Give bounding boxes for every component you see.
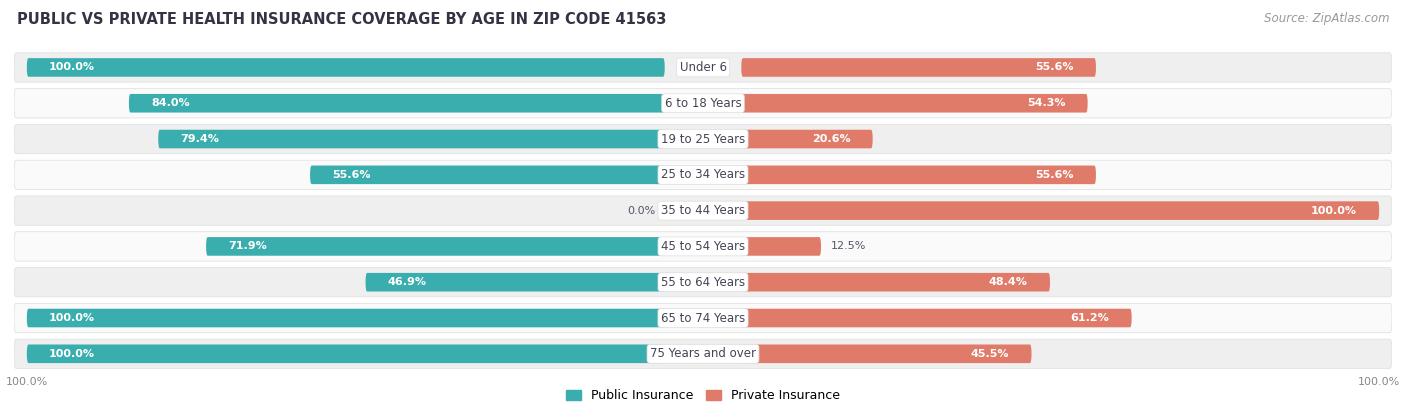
- FancyBboxPatch shape: [14, 53, 1392, 82]
- Text: 65 to 74 Years: 65 to 74 Years: [661, 311, 745, 325]
- FancyBboxPatch shape: [14, 196, 1392, 225]
- FancyBboxPatch shape: [207, 237, 665, 256]
- FancyBboxPatch shape: [741, 237, 821, 256]
- Text: 84.0%: 84.0%: [152, 98, 190, 108]
- FancyBboxPatch shape: [741, 130, 873, 148]
- Text: 54.3%: 54.3%: [1026, 98, 1066, 108]
- Text: 45.5%: 45.5%: [970, 349, 1010, 359]
- Text: 0.0%: 0.0%: [627, 206, 655, 216]
- Text: 6 to 18 Years: 6 to 18 Years: [665, 97, 741, 110]
- Text: 100.0%: 100.0%: [49, 349, 96, 359]
- Text: 71.9%: 71.9%: [228, 242, 267, 252]
- FancyBboxPatch shape: [14, 160, 1392, 190]
- Text: 20.6%: 20.6%: [811, 134, 851, 144]
- Text: 35 to 44 Years: 35 to 44 Years: [661, 204, 745, 217]
- Text: 55 to 64 Years: 55 to 64 Years: [661, 276, 745, 289]
- FancyBboxPatch shape: [311, 166, 665, 184]
- Text: 100.0%: 100.0%: [1310, 206, 1357, 216]
- FancyBboxPatch shape: [14, 339, 1392, 368]
- FancyBboxPatch shape: [741, 94, 1088, 113]
- Text: 79.4%: 79.4%: [180, 134, 219, 144]
- Text: 55.6%: 55.6%: [332, 170, 371, 180]
- Text: 25 to 34 Years: 25 to 34 Years: [661, 169, 745, 181]
- Text: Under 6: Under 6: [679, 61, 727, 74]
- Text: 100.0%: 100.0%: [49, 313, 96, 323]
- Text: 55.6%: 55.6%: [1035, 170, 1074, 180]
- FancyBboxPatch shape: [14, 124, 1392, 154]
- FancyBboxPatch shape: [27, 344, 665, 363]
- FancyBboxPatch shape: [27, 309, 665, 328]
- FancyBboxPatch shape: [741, 166, 1095, 184]
- FancyBboxPatch shape: [129, 94, 665, 113]
- Text: 75 Years and over: 75 Years and over: [650, 347, 756, 360]
- FancyBboxPatch shape: [14, 88, 1392, 118]
- Text: 19 to 25 Years: 19 to 25 Years: [661, 133, 745, 145]
- Text: 48.4%: 48.4%: [988, 277, 1028, 287]
- FancyBboxPatch shape: [14, 303, 1392, 333]
- FancyBboxPatch shape: [741, 344, 1032, 363]
- Text: 45 to 54 Years: 45 to 54 Years: [661, 240, 745, 253]
- Text: 61.2%: 61.2%: [1070, 313, 1109, 323]
- FancyBboxPatch shape: [14, 268, 1392, 297]
- Text: 12.5%: 12.5%: [831, 242, 866, 252]
- Text: PUBLIC VS PRIVATE HEALTH INSURANCE COVERAGE BY AGE IN ZIP CODE 41563: PUBLIC VS PRIVATE HEALTH INSURANCE COVER…: [17, 12, 666, 27]
- FancyBboxPatch shape: [27, 58, 665, 77]
- Legend: Public Insurance, Private Insurance: Public Insurance, Private Insurance: [561, 385, 845, 407]
- FancyBboxPatch shape: [159, 130, 665, 148]
- Text: 100.0%: 100.0%: [49, 62, 96, 72]
- FancyBboxPatch shape: [741, 309, 1132, 328]
- Text: 55.6%: 55.6%: [1035, 62, 1074, 72]
- FancyBboxPatch shape: [366, 273, 665, 292]
- Text: Source: ZipAtlas.com: Source: ZipAtlas.com: [1264, 12, 1389, 25]
- FancyBboxPatch shape: [14, 232, 1392, 261]
- Text: 46.9%: 46.9%: [388, 277, 427, 287]
- FancyBboxPatch shape: [741, 273, 1050, 292]
- FancyBboxPatch shape: [741, 201, 1379, 220]
- FancyBboxPatch shape: [741, 58, 1095, 77]
